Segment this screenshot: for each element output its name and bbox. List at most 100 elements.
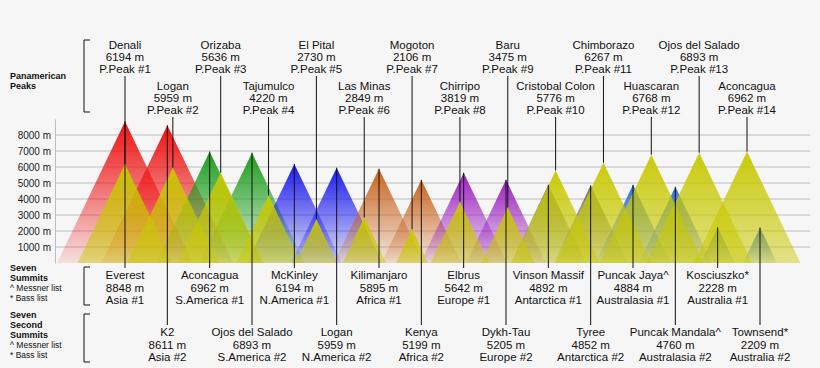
data-label: 8848 m <box>106 282 144 294</box>
tick-label: 8000 m <box>18 130 51 141</box>
peak <box>396 229 428 263</box>
data-label: 3475 m <box>489 51 527 63</box>
data-label: 6962 m <box>190 282 228 294</box>
row-note: * Bass list <box>10 293 48 303</box>
peak <box>295 219 337 263</box>
leader-line <box>548 185 549 268</box>
tick-label: 4000 m <box>18 194 51 205</box>
data-label: 5199 m <box>402 339 440 351</box>
peak-name: Cristobal Colon <box>516 80 595 92</box>
peak-name: Ojos del Salado <box>211 326 292 338</box>
peak-name: El Pital <box>298 39 334 51</box>
peak-rank: N.America #2 <box>302 351 372 363</box>
leader-line <box>209 152 210 268</box>
leader-line <box>316 76 317 219</box>
peak-rank: P.Peak #9 <box>482 63 534 75</box>
leader-line <box>459 117 460 202</box>
row-header: SevenSummits <box>10 263 48 283</box>
peak-rank: Asia #1 <box>106 294 144 306</box>
leader-line <box>220 76 221 173</box>
peak-rank: P.Peak #14 <box>718 104 777 116</box>
data-label: 2730 m <box>297 51 335 63</box>
peak <box>342 217 386 263</box>
peak-rank: P.Peak #5 <box>291 63 343 75</box>
peak-rank: Africa #1 <box>356 294 401 306</box>
data-label: 2228 m <box>698 282 736 294</box>
peak-name: Tyree <box>576 326 605 338</box>
peak-rank: S.America #1 <box>175 294 244 306</box>
peak-rank: N.America #1 <box>259 294 329 306</box>
data-label: 6893 m <box>233 339 271 351</box>
data-label: 4760 m <box>656 339 694 351</box>
peak-rank: Australia #2 <box>730 351 791 363</box>
leader-line <box>364 117 365 217</box>
leader-line <box>760 228 761 325</box>
leader-line <box>633 185 634 268</box>
peak-name: Logan <box>157 80 189 92</box>
row-headers: PanamericanPeaksSevenSummits^ Messner li… <box>10 40 90 362</box>
peak-rank: P.Peak #10 <box>527 104 585 116</box>
leader-line <box>603 76 604 163</box>
labels: Denali6194 mP.Peak #1Logan5959 mP.Peak #… <box>99 39 790 363</box>
leader-line <box>699 76 700 153</box>
data-label: 5642 m <box>444 282 482 294</box>
leader-line <box>412 76 413 229</box>
peak-rank: P.Peak #3 <box>195 63 247 75</box>
peak-rank: Australasia #2 <box>639 351 712 363</box>
peak-name: Chirripo <box>440 80 480 92</box>
data-label: 2106 m <box>393 51 431 63</box>
peak-name: Logan <box>321 326 353 338</box>
peak-name: Aconcagua <box>718 80 776 92</box>
row-note: ^ Messner list <box>10 340 62 350</box>
leader-line <box>555 117 556 171</box>
leader-line <box>421 180 422 325</box>
peak-rank: Australia #1 <box>687 294 748 306</box>
peak-rank: P.Peak #12 <box>622 104 680 116</box>
peak-name: Orizaba <box>201 39 242 51</box>
peak-name: Puncak Mandala^ <box>630 326 722 338</box>
data-label: 6768 m <box>632 92 670 104</box>
tick: 3000 m <box>18 210 55 221</box>
tick-label: 2000 m <box>18 226 51 237</box>
peak-name: Chimborazo <box>572 39 634 51</box>
peak-rank: Antarctica #2 <box>557 351 624 363</box>
peak-name: Kosciuszko* <box>686 269 749 281</box>
peak <box>236 195 301 263</box>
bracket <box>84 267 90 305</box>
data-label: 5895 m <box>360 282 398 294</box>
data-label: 4892 m <box>529 282 567 294</box>
peak-name: K2 <box>160 326 174 338</box>
peak-name: Aconcagua <box>181 269 239 281</box>
peak-name: Las Minas <box>338 80 391 92</box>
leader-line <box>252 153 253 325</box>
peak-name: Denali <box>109 39 142 51</box>
leader-line <box>336 168 337 325</box>
peak-name: Townsend* <box>732 326 789 338</box>
bracket <box>84 40 90 112</box>
data-label: 5959 m <box>154 92 192 104</box>
leader-line <box>675 187 676 325</box>
leader-line <box>167 125 168 325</box>
axis-line <box>55 120 56 264</box>
peak-rank: Antarctica #1 <box>515 294 582 306</box>
peak-name: Everest <box>106 269 146 281</box>
tick: 2000 m <box>18 226 55 237</box>
data-label: 2849 m <box>345 92 383 104</box>
leader-line <box>507 76 508 207</box>
data-label: 2209 m <box>741 339 779 351</box>
peak-rank: P.Peak #8 <box>434 104 486 116</box>
peak-name: Kilimanjaro <box>351 269 408 281</box>
data-label: 5205 m <box>487 339 525 351</box>
peak-rank: S.America #2 <box>217 351 286 363</box>
leader-line <box>463 173 464 268</box>
data-label: 5776 m <box>536 92 574 104</box>
tick-label: 6000 m <box>18 162 51 173</box>
tick-label: 5000 m <box>18 178 51 189</box>
leader-line <box>590 185 591 325</box>
data-label: 5636 m <box>202 51 240 63</box>
peak-rank: P.Peak #4 <box>243 104 295 116</box>
tick: 6000 m <box>18 162 55 173</box>
tick: 5000 m <box>18 178 55 189</box>
row-note: ^ Messner list <box>10 283 62 293</box>
leader-line <box>506 180 507 325</box>
